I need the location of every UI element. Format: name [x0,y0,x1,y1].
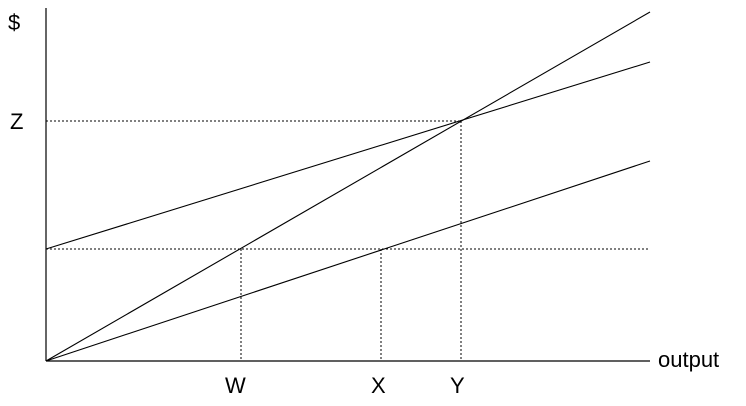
y-label: Y [450,373,465,398]
steep-line-from-origin [45,11,651,362]
x-axis-label: output [658,347,719,372]
y-axis-label: $ [8,10,20,35]
x-label: X [371,373,386,398]
line-with-intercept [45,61,651,250]
z-label: Z [10,109,23,134]
shallow-line-from-origin [45,160,651,362]
w-label: W [225,373,246,398]
